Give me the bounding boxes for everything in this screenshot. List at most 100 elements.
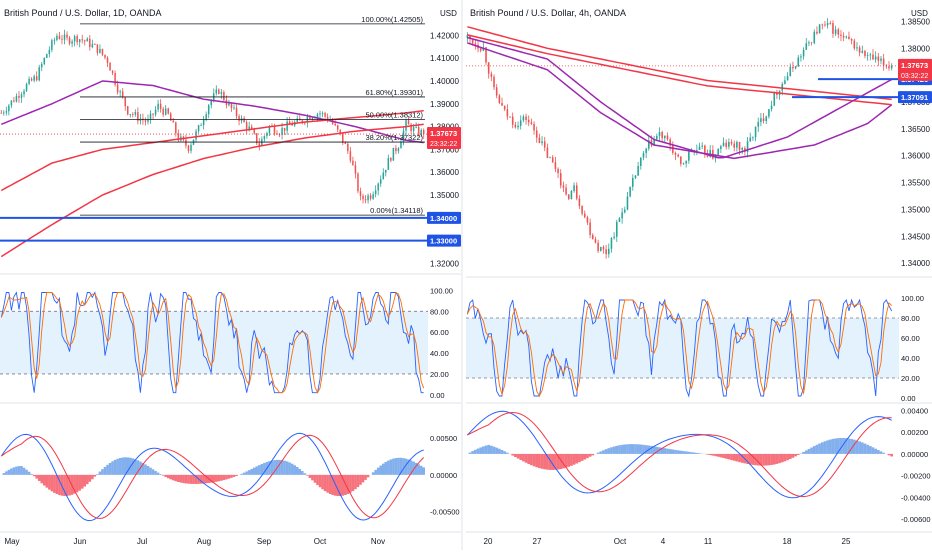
candle [723, 137, 725, 146]
candle-body [69, 38, 71, 44]
macd-histogram-bar [517, 454, 520, 459]
candle [792, 62, 794, 72]
macd-histogram-bar [291, 464, 294, 475]
candle-body [322, 113, 324, 114]
candle-body [616, 222, 618, 237]
macd-histogram-bar [506, 453, 509, 454]
candle [619, 217, 621, 222]
candle-body [390, 158, 392, 161]
candle [8, 104, 10, 115]
candle [1, 110, 3, 114]
candle [840, 30, 842, 41]
candle [848, 32, 850, 40]
candle-body [152, 114, 154, 115]
macd-histogram-bar [245, 471, 248, 474]
candle [385, 170, 387, 177]
candle-body [127, 106, 129, 114]
candle-body [405, 120, 407, 130]
time-axis-label: 11 [704, 537, 713, 546]
macd-histogram-bar [872, 447, 875, 454]
macd-histogram-bar [533, 454, 536, 466]
price-tick-label: 1.35000 [430, 191, 459, 200]
candle-body [683, 163, 685, 164]
candle [357, 172, 359, 193]
macd-histogram-bar [805, 450, 808, 453]
candle-body [377, 184, 379, 191]
macd-histogram-bar [511, 454, 514, 456]
macd-histogram-bar [288, 462, 291, 474]
candle-body [859, 47, 861, 52]
candle-body [365, 199, 367, 200]
candle-body [752, 137, 754, 138]
candle-body [188, 146, 190, 151]
macd-histogram-bar [35, 475, 38, 479]
candle [372, 191, 374, 199]
macd-histogram-bar [40, 475, 43, 483]
macd-histogram-bar [13, 467, 16, 474]
candle-body [185, 140, 187, 146]
candle-body [552, 157, 554, 162]
candle-body [13, 101, 15, 102]
candle-body [803, 50, 805, 57]
candle [704, 145, 706, 158]
candle [155, 106, 157, 116]
candle-body [789, 67, 791, 76]
candle-body [231, 103, 233, 108]
candle [835, 26, 837, 36]
candle [342, 133, 344, 145]
candle-body [544, 141, 546, 147]
macd-histogram-bar [487, 445, 490, 454]
candle [608, 244, 610, 258]
candle-body [413, 127, 415, 131]
candle-body [795, 66, 797, 68]
candle [589, 218, 591, 238]
candle-body [493, 77, 495, 87]
candle [576, 182, 578, 200]
candle [683, 163, 685, 165]
candle-body [18, 96, 20, 98]
macd-tick-label: -0.00600 [901, 515, 931, 524]
candle [854, 39, 856, 51]
candle-body [51, 40, 53, 50]
candle [696, 145, 698, 156]
candle [549, 157, 551, 159]
macd-histogram-bar [567, 454, 570, 467]
candle [493, 75, 495, 90]
macd-histogram-bar [877, 450, 880, 454]
macd-histogram-bar [157, 473, 160, 475]
candle [837, 28, 839, 38]
candle-body [878, 57, 880, 61]
candle [347, 142, 349, 154]
candle-body [739, 142, 741, 150]
candle [173, 118, 175, 123]
candle-body [71, 41, 73, 43]
macd-tick-label: -0.00500 [430, 508, 460, 517]
candle [512, 113, 514, 129]
candle [383, 168, 385, 179]
candle-body [699, 147, 701, 150]
macd-histogram-bar [765, 454, 768, 466]
candle-body [600, 247, 602, 251]
candle-body [279, 135, 281, 136]
macd-histogram-bar [182, 475, 185, 483]
candle [46, 54, 48, 59]
candle-body [74, 36, 76, 41]
candle [845, 35, 847, 38]
stochastic-tick-label: 100.00 [430, 286, 453, 295]
candle [760, 113, 762, 126]
candle [645, 148, 647, 159]
candle-body [1, 113, 3, 114]
candle-body [603, 247, 605, 249]
candle-body [731, 142, 733, 144]
macd-histogram-bar [591, 454, 594, 455]
candle-body [672, 146, 674, 153]
macd-histogram-bar [306, 475, 309, 476]
candle [337, 125, 339, 132]
candle [509, 116, 511, 117]
macd-histogram-bar [233, 475, 236, 477]
candle [152, 113, 154, 119]
candle-body [124, 97, 126, 106]
